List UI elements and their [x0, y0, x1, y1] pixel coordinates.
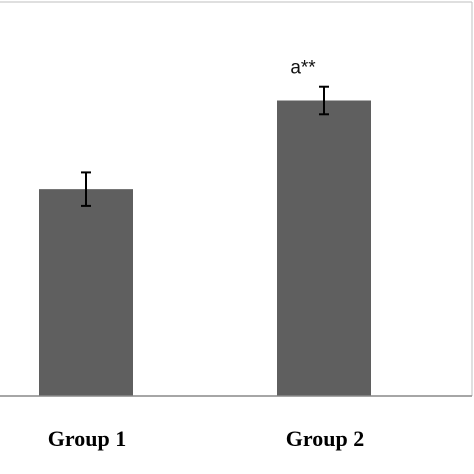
- x-tick-label-1: Group 1: [48, 426, 126, 451]
- x-tick-label-2: Group 2: [286, 426, 364, 451]
- bars-layer: [39, 100, 371, 396]
- significance-annotation-2: a**: [290, 58, 316, 79]
- bar-1: [39, 189, 133, 396]
- bar-2: [277, 100, 371, 396]
- tick-labels-layer: Group 1 Group 2: [48, 426, 364, 451]
- error-bar-2: [319, 85, 329, 116]
- annotations-layer: a**: [290, 58, 316, 79]
- error-bar-1: [81, 171, 91, 207]
- error-bars-layer: [81, 85, 329, 207]
